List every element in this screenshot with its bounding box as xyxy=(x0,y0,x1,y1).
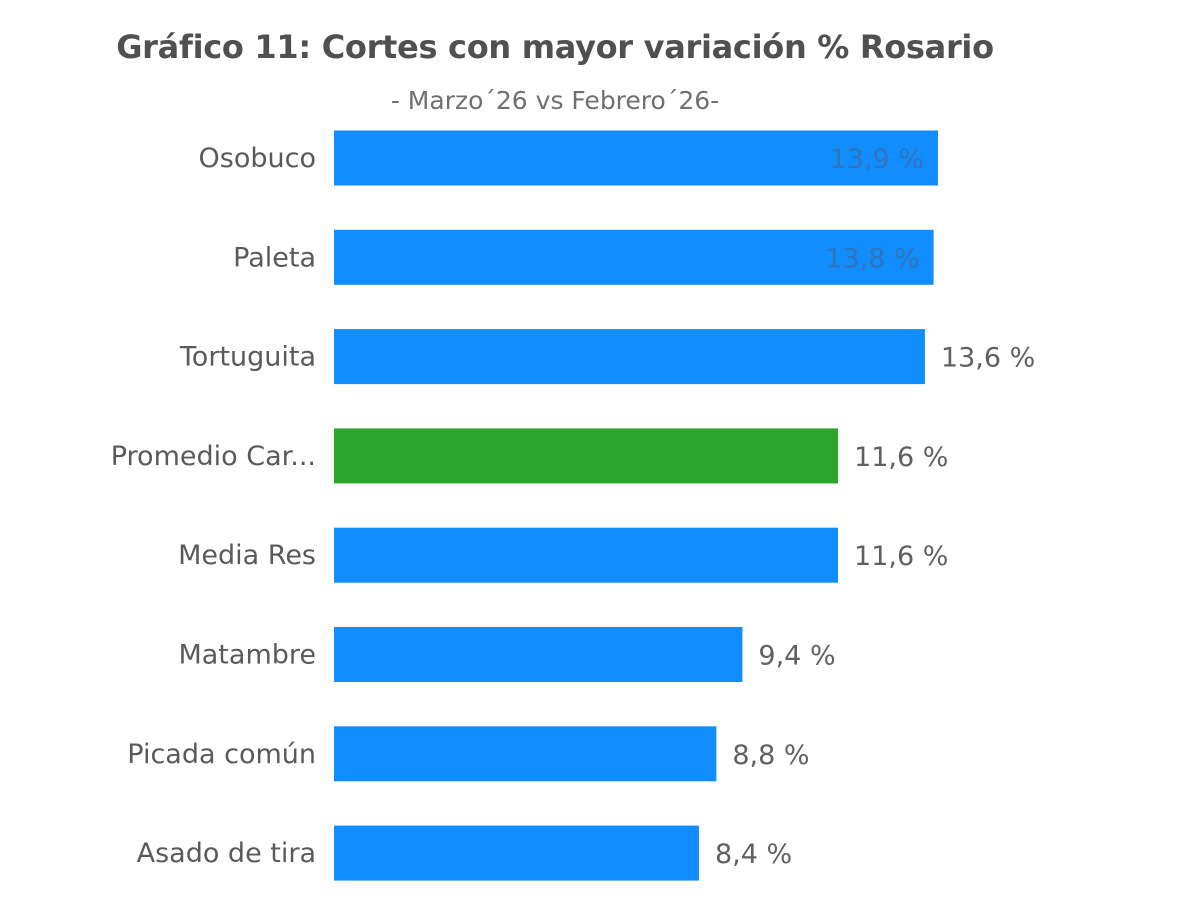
data-label: 13,8 % xyxy=(825,243,919,274)
data-label: 13,9 % xyxy=(830,144,924,175)
chart-title: Gráfico 11: Cortes con mayor variación %… xyxy=(116,28,994,66)
bar xyxy=(334,627,743,682)
bar xyxy=(334,329,925,385)
category-label: Picada común xyxy=(127,739,316,770)
category-label: Matambre xyxy=(178,640,316,671)
chart-subtitle: - Marzo´26 vs Febrero´26- xyxy=(390,86,720,115)
bar xyxy=(334,825,699,881)
data-label: 11,6 % xyxy=(854,541,948,572)
data-label: 8,4 % xyxy=(715,839,792,870)
bar xyxy=(334,726,717,782)
category-label: Asado de tira xyxy=(137,838,316,869)
category-label: Tortuguita xyxy=(179,342,316,373)
bar xyxy=(334,428,839,484)
data-label: 13,6 % xyxy=(941,343,1035,374)
data-label: 8,8 % xyxy=(732,740,809,771)
category-label: Osobuco xyxy=(199,143,316,174)
bar xyxy=(334,130,938,186)
data-label: 11,6 % xyxy=(854,442,948,473)
data-label: 9,4 % xyxy=(758,641,835,672)
category-label: Promedio Car... xyxy=(111,441,316,472)
bar xyxy=(334,527,839,583)
category-label: Paleta xyxy=(233,242,316,273)
bar xyxy=(334,229,934,285)
category-label: Media Res xyxy=(178,540,316,571)
